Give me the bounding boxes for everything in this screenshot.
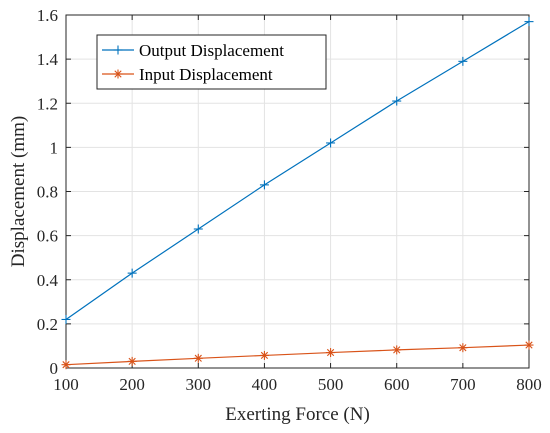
series-1-point — [524, 17, 534, 27]
y-tick-label: 1.2 — [37, 94, 58, 113]
legend-marker — [113, 45, 123, 55]
legend-entry-2: Input Displacement — [102, 65, 273, 84]
legend-marker — [113, 69, 123, 79]
series-2-point — [127, 356, 137, 366]
x-tick-label: 100 — [53, 375, 79, 394]
series-2-point — [61, 360, 71, 370]
x-tick-label: 700 — [450, 375, 476, 394]
series-1-point — [61, 314, 71, 324]
series-1-point — [458, 56, 468, 66]
legend-entry-1: Output Displacement — [102, 41, 284, 60]
y-tick-label: 1.4 — [37, 50, 59, 69]
series-layer — [61, 17, 534, 370]
series-2-point — [259, 350, 269, 360]
legend-label: Output Displacement — [139, 41, 284, 60]
series-2-point — [392, 345, 402, 355]
x-tick-label: 400 — [252, 375, 278, 394]
legend-box — [96, 34, 327, 90]
series-1-point — [326, 138, 336, 148]
y-tick-label: 0.6 — [37, 227, 58, 246]
legend: Output Displacement Input Displacement — [96, 34, 327, 90]
y-tick-label: 0.2 — [37, 315, 58, 334]
series-1-point — [193, 224, 203, 234]
series-2-point — [524, 340, 534, 350]
x-tick-label: 600 — [384, 375, 410, 394]
series-1-point — [127, 268, 137, 278]
legend-label: Input Displacement — [139, 65, 273, 84]
x-tick-label: 500 — [318, 375, 344, 394]
legend-entries: Output Displacement Input Displacement — [102, 41, 284, 84]
y-axis-label: Displacement (mm) — [8, 116, 29, 267]
series-line-1 — [65, 21, 530, 320]
y-tick-label: 0 — [50, 359, 59, 378]
x-axis-ticks: 100 200 300 400 500 600 700 800 — [53, 15, 542, 394]
series-2-point — [458, 343, 468, 353]
y-tick-label: 1.6 — [37, 6, 58, 25]
series-1-point — [259, 180, 269, 190]
y-tick-label: 0.4 — [37, 271, 59, 290]
y-axis-ticks: 0 0.2 0.4 0.6 0.8 1 1.2 1.4 1.6 — [37, 6, 529, 378]
y-tick-label: 1 — [50, 138, 59, 157]
series-2-point — [193, 353, 203, 363]
x-tick-label: 800 — [516, 375, 542, 394]
x-tick-label: 200 — [119, 375, 145, 394]
series-2-point — [326, 348, 336, 358]
y-tick-label: 0.8 — [37, 183, 58, 202]
series-line-2 — [65, 344, 530, 366]
x-tick-label: 300 — [186, 375, 212, 394]
series-1-point — [392, 96, 402, 106]
x-axis-label: Exerting Force (N) — [225, 404, 370, 425]
